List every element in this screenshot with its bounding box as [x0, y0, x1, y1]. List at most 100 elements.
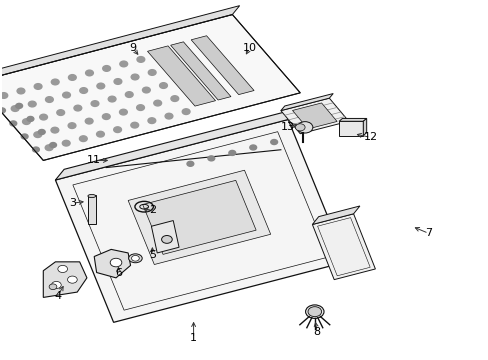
Circle shape	[62, 92, 70, 98]
Circle shape	[136, 105, 144, 111]
Circle shape	[51, 79, 59, 85]
Circle shape	[297, 122, 312, 133]
Ellipse shape	[305, 305, 324, 318]
Circle shape	[80, 88, 87, 93]
Circle shape	[114, 127, 121, 132]
Circle shape	[207, 156, 214, 161]
Circle shape	[171, 96, 178, 102]
Circle shape	[22, 119, 30, 125]
Circle shape	[131, 256, 139, 261]
Polygon shape	[0, 14, 300, 161]
Circle shape	[119, 109, 127, 115]
Polygon shape	[55, 120, 346, 322]
Circle shape	[270, 140, 277, 144]
Circle shape	[102, 114, 110, 120]
Circle shape	[40, 114, 47, 120]
Polygon shape	[0, 6, 239, 82]
Polygon shape	[280, 98, 348, 134]
Circle shape	[16, 103, 22, 108]
Circle shape	[148, 118, 155, 123]
Circle shape	[21, 134, 28, 139]
Circle shape	[85, 118, 93, 124]
Circle shape	[45, 145, 53, 150]
Text: 5: 5	[148, 250, 156, 260]
Circle shape	[45, 97, 53, 102]
Ellipse shape	[128, 254, 142, 263]
Text: 2: 2	[148, 205, 156, 215]
Circle shape	[142, 87, 150, 93]
Text: 1: 1	[190, 333, 197, 343]
Polygon shape	[94, 249, 130, 278]
Polygon shape	[55, 109, 296, 180]
Polygon shape	[128, 170, 270, 265]
Text: 4: 4	[54, 291, 61, 301]
Polygon shape	[88, 195, 96, 224]
Circle shape	[228, 150, 235, 156]
Circle shape	[249, 145, 256, 150]
Circle shape	[131, 74, 139, 80]
Circle shape	[154, 100, 161, 106]
Circle shape	[131, 122, 138, 128]
Circle shape	[137, 57, 144, 62]
Polygon shape	[312, 206, 359, 225]
Polygon shape	[191, 36, 254, 95]
Text: 13: 13	[281, 122, 295, 132]
Circle shape	[97, 83, 104, 89]
Circle shape	[67, 276, 77, 283]
Circle shape	[34, 84, 42, 89]
Circle shape	[102, 66, 110, 71]
Polygon shape	[142, 180, 256, 255]
Circle shape	[58, 265, 67, 273]
Circle shape	[165, 113, 173, 119]
Circle shape	[28, 101, 36, 107]
Circle shape	[50, 143, 57, 148]
Polygon shape	[43, 262, 87, 297]
Text: 7: 7	[424, 228, 431, 238]
Circle shape	[159, 83, 167, 89]
Text: 8: 8	[313, 327, 320, 337]
Text: 11: 11	[87, 156, 101, 166]
Circle shape	[68, 123, 76, 129]
Ellipse shape	[161, 235, 172, 243]
Circle shape	[125, 92, 133, 98]
Circle shape	[11, 106, 19, 111]
Circle shape	[295, 124, 305, 131]
Text: 9: 9	[129, 43, 136, 53]
Polygon shape	[338, 121, 363, 135]
Circle shape	[17, 88, 25, 94]
Circle shape	[49, 284, 57, 289]
Text: 10: 10	[242, 43, 256, 53]
Circle shape	[0, 93, 8, 98]
Ellipse shape	[88, 194, 96, 198]
Text: 12: 12	[363, 132, 377, 142]
Circle shape	[74, 105, 81, 111]
Text: 3: 3	[69, 198, 76, 208]
Circle shape	[10, 121, 17, 126]
Circle shape	[68, 75, 76, 80]
Circle shape	[33, 147, 39, 152]
Circle shape	[148, 69, 156, 75]
Circle shape	[51, 127, 59, 133]
Circle shape	[307, 307, 321, 317]
Polygon shape	[312, 214, 375, 280]
Polygon shape	[363, 118, 366, 135]
Circle shape	[182, 109, 190, 114]
Circle shape	[97, 131, 104, 137]
Circle shape	[51, 282, 61, 288]
Polygon shape	[170, 42, 230, 100]
Circle shape	[0, 108, 5, 113]
Circle shape	[114, 78, 122, 84]
Circle shape	[108, 96, 116, 102]
Circle shape	[186, 161, 193, 166]
Circle shape	[57, 110, 64, 116]
Circle shape	[91, 101, 99, 107]
Circle shape	[110, 258, 122, 267]
Circle shape	[62, 140, 70, 146]
Circle shape	[85, 70, 93, 76]
Polygon shape	[280, 94, 332, 111]
Circle shape	[80, 136, 87, 141]
Polygon shape	[147, 46, 215, 106]
Polygon shape	[292, 103, 336, 129]
Polygon shape	[151, 221, 179, 253]
Circle shape	[27, 116, 34, 121]
